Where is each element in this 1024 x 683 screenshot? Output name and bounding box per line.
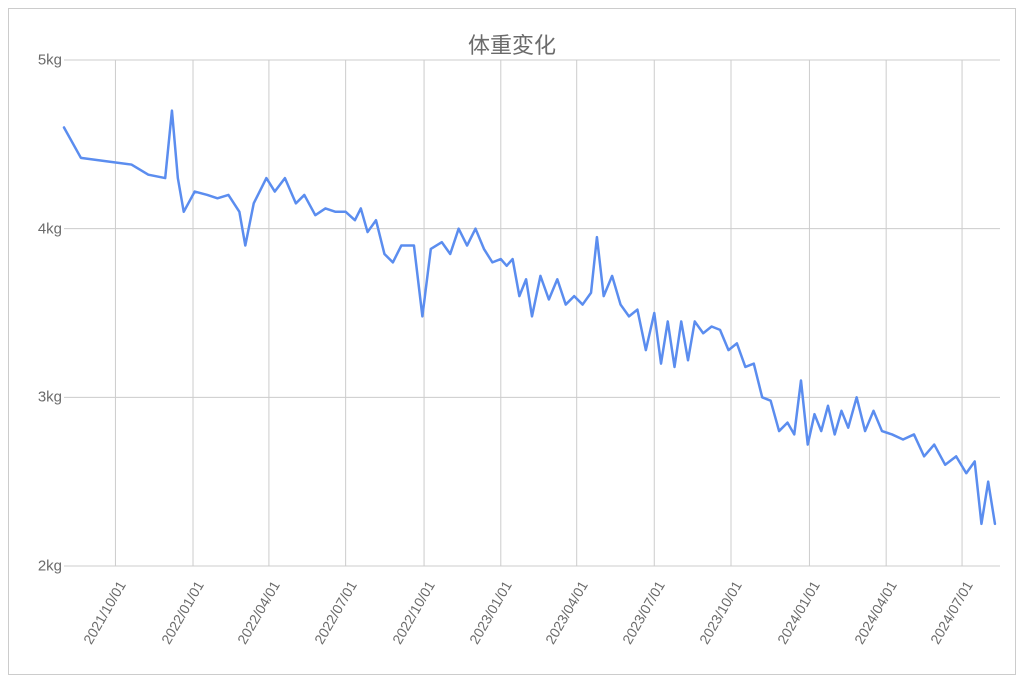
y-tick-label: 2kg	[38, 558, 62, 575]
chart-svg	[0, 0, 1024, 683]
chart-container: 体重変化 2kg3kg4kg5kg2021/10/012022/01/01202…	[0, 0, 1024, 683]
y-tick-label: 3kg	[38, 389, 62, 406]
y-tick-label: 4kg	[38, 220, 62, 237]
series-line-weight	[64, 111, 995, 524]
line-layer	[64, 111, 995, 524]
y-tick-label: 5kg	[38, 52, 62, 69]
